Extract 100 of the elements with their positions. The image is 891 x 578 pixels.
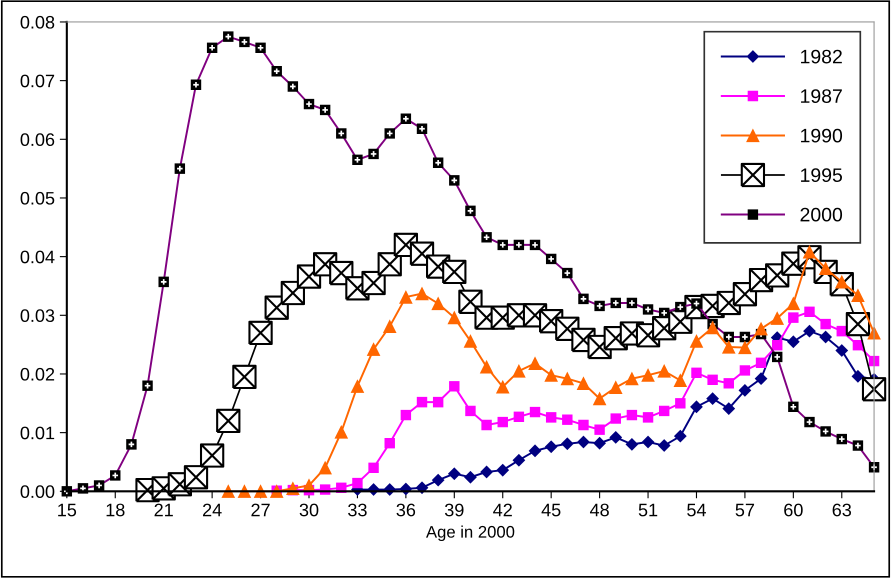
point bbox=[675, 398, 686, 409]
point bbox=[593, 436, 606, 450]
point bbox=[836, 326, 847, 336]
point bbox=[851, 288, 865, 302]
point bbox=[449, 381, 460, 392]
point bbox=[835, 275, 848, 288]
point bbox=[448, 467, 461, 480]
point bbox=[691, 368, 702, 378]
point bbox=[610, 431, 622, 444]
x-tick-label: 60 bbox=[784, 504, 803, 516]
point bbox=[350, 380, 364, 393]
x-tick-label: 24 bbox=[202, 504, 222, 516]
point bbox=[690, 334, 704, 348]
point bbox=[754, 372, 768, 385]
y-tick-label: 0.06 bbox=[20, 133, 54, 146]
point bbox=[546, 412, 556, 423]
point bbox=[868, 356, 880, 366]
point bbox=[528, 356, 542, 370]
point bbox=[384, 438, 395, 448]
point bbox=[368, 462, 379, 474]
x-tick-label: 63 bbox=[832, 504, 852, 516]
point bbox=[465, 406, 476, 416]
point bbox=[852, 370, 864, 383]
x-tick-label: 54 bbox=[687, 504, 706, 516]
point bbox=[496, 380, 510, 394]
point bbox=[528, 444, 542, 458]
point bbox=[383, 320, 396, 334]
x-tick-label: 39 bbox=[444, 504, 464, 516]
point bbox=[788, 312, 799, 323]
point bbox=[415, 286, 429, 300]
point bbox=[366, 342, 380, 356]
legend-label: 1987 bbox=[801, 89, 842, 103]
point bbox=[836, 344, 848, 357]
point bbox=[432, 474, 444, 486]
point bbox=[804, 306, 815, 317]
point bbox=[498, 416, 508, 428]
point bbox=[400, 410, 412, 420]
point bbox=[577, 436, 590, 448]
point bbox=[772, 340, 782, 350]
point bbox=[334, 425, 348, 439]
point bbox=[561, 438, 574, 450]
point bbox=[560, 372, 574, 386]
point bbox=[722, 402, 736, 415]
point bbox=[819, 262, 832, 275]
point bbox=[464, 470, 477, 484]
x-tick-label: 30 bbox=[300, 504, 318, 516]
point bbox=[770, 312, 784, 325]
point bbox=[562, 414, 573, 425]
point bbox=[738, 384, 752, 397]
legend-label: 1995 bbox=[801, 168, 842, 182]
point bbox=[738, 340, 752, 354]
point bbox=[352, 478, 363, 488]
point bbox=[724, 378, 734, 389]
point bbox=[318, 461, 332, 474]
point bbox=[625, 372, 638, 386]
point bbox=[610, 413, 621, 424]
point bbox=[416, 396, 428, 408]
point bbox=[674, 374, 687, 388]
point bbox=[200, 443, 224, 468]
y-tick-label: 0.00 bbox=[20, 485, 54, 498]
point bbox=[658, 406, 670, 416]
point bbox=[480, 360, 494, 374]
legend-label: 2000 bbox=[800, 208, 842, 222]
point bbox=[480, 466, 493, 478]
point bbox=[399, 290, 412, 304]
legend-label: 1990 bbox=[801, 128, 842, 142]
y-tick-label: 0.08 bbox=[20, 16, 54, 29]
point bbox=[544, 440, 558, 453]
point bbox=[578, 420, 589, 430]
point bbox=[593, 392, 606, 406]
point bbox=[216, 408, 240, 434]
point bbox=[626, 410, 638, 420]
point bbox=[722, 340, 736, 354]
point bbox=[464, 334, 478, 348]
y-tick-label: 0.05 bbox=[20, 192, 54, 205]
point bbox=[740, 365, 750, 376]
x-tick-label: 51 bbox=[638, 504, 658, 516]
point bbox=[658, 439, 670, 452]
point bbox=[626, 438, 638, 451]
point bbox=[690, 400, 703, 414]
y-tick-label: 0.01 bbox=[20, 426, 54, 440]
point bbox=[416, 482, 428, 494]
point bbox=[609, 380, 622, 394]
point bbox=[803, 324, 816, 338]
y-tick-label: 0.03 bbox=[20, 309, 54, 322]
x-tick-label: 48 bbox=[590, 504, 609, 516]
point bbox=[512, 364, 526, 378]
point bbox=[787, 335, 800, 348]
point bbox=[514, 412, 524, 422]
x-tick-label: 27 bbox=[251, 504, 270, 516]
point bbox=[706, 392, 719, 405]
x-tick-label: 21 bbox=[154, 504, 173, 516]
point bbox=[481, 420, 492, 430]
point bbox=[754, 322, 768, 336]
x-axis-title: Age in 2000 bbox=[426, 525, 514, 542]
point bbox=[576, 376, 590, 390]
point bbox=[544, 368, 558, 382]
point bbox=[232, 364, 257, 390]
x-tick-label: 18 bbox=[106, 504, 125, 516]
point bbox=[642, 412, 654, 423]
